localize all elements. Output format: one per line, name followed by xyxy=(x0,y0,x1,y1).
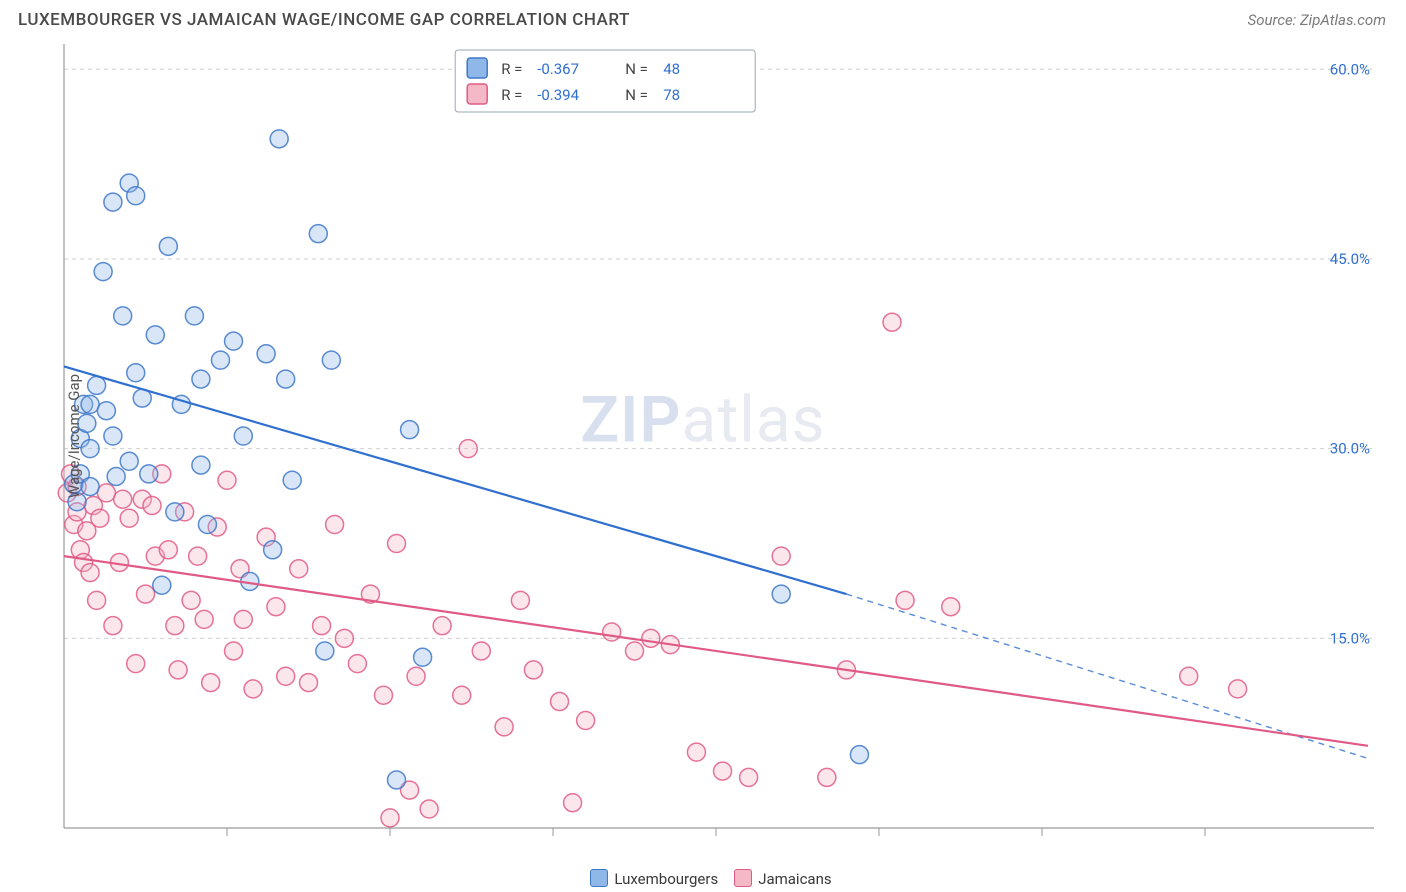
chart-area: Wage/Income Gap 15.0%30.0%45.0%60.0%0.0%… xyxy=(18,36,1388,836)
svg-text:78: 78 xyxy=(663,86,680,104)
svg-text:30.0%: 30.0% xyxy=(1330,440,1370,458)
legend-label: Jamaicans xyxy=(758,870,831,888)
svg-text:R =: R = xyxy=(501,60,522,78)
legend-swatch xyxy=(590,869,608,887)
legend-swatch xyxy=(734,869,752,887)
svg-text:R =: R = xyxy=(501,86,522,104)
chart-source: Source: ZipAtlas.com xyxy=(1248,11,1386,29)
scatter-plot: 15.0%30.0%45.0%60.0%0.0%40.0%R =-0.367N … xyxy=(18,36,1388,836)
legend-bottom: Luxembourgers Jamaicans xyxy=(0,869,1406,888)
chart-title: LUXEMBOURGER VS JAMAICAN WAGE/INCOME GAP… xyxy=(18,10,630,30)
svg-text:45.0%: 45.0% xyxy=(1330,250,1370,268)
svg-text:60.0%: 60.0% xyxy=(1330,60,1370,78)
svg-text:48: 48 xyxy=(663,60,680,78)
svg-text:-0.394: -0.394 xyxy=(537,86,579,104)
y-axis-label: Wage/Income Gap xyxy=(65,374,83,498)
svg-text:N =: N = xyxy=(625,60,648,78)
svg-text:15.0%: 15.0% xyxy=(1330,629,1370,647)
svg-text:N =: N = xyxy=(625,86,648,104)
chart-header: LUXEMBOURGER VS JAMAICAN WAGE/INCOME GAP… xyxy=(0,0,1406,36)
svg-text:-0.367: -0.367 xyxy=(537,60,579,78)
legend-label: Luxembourgers xyxy=(614,870,718,888)
